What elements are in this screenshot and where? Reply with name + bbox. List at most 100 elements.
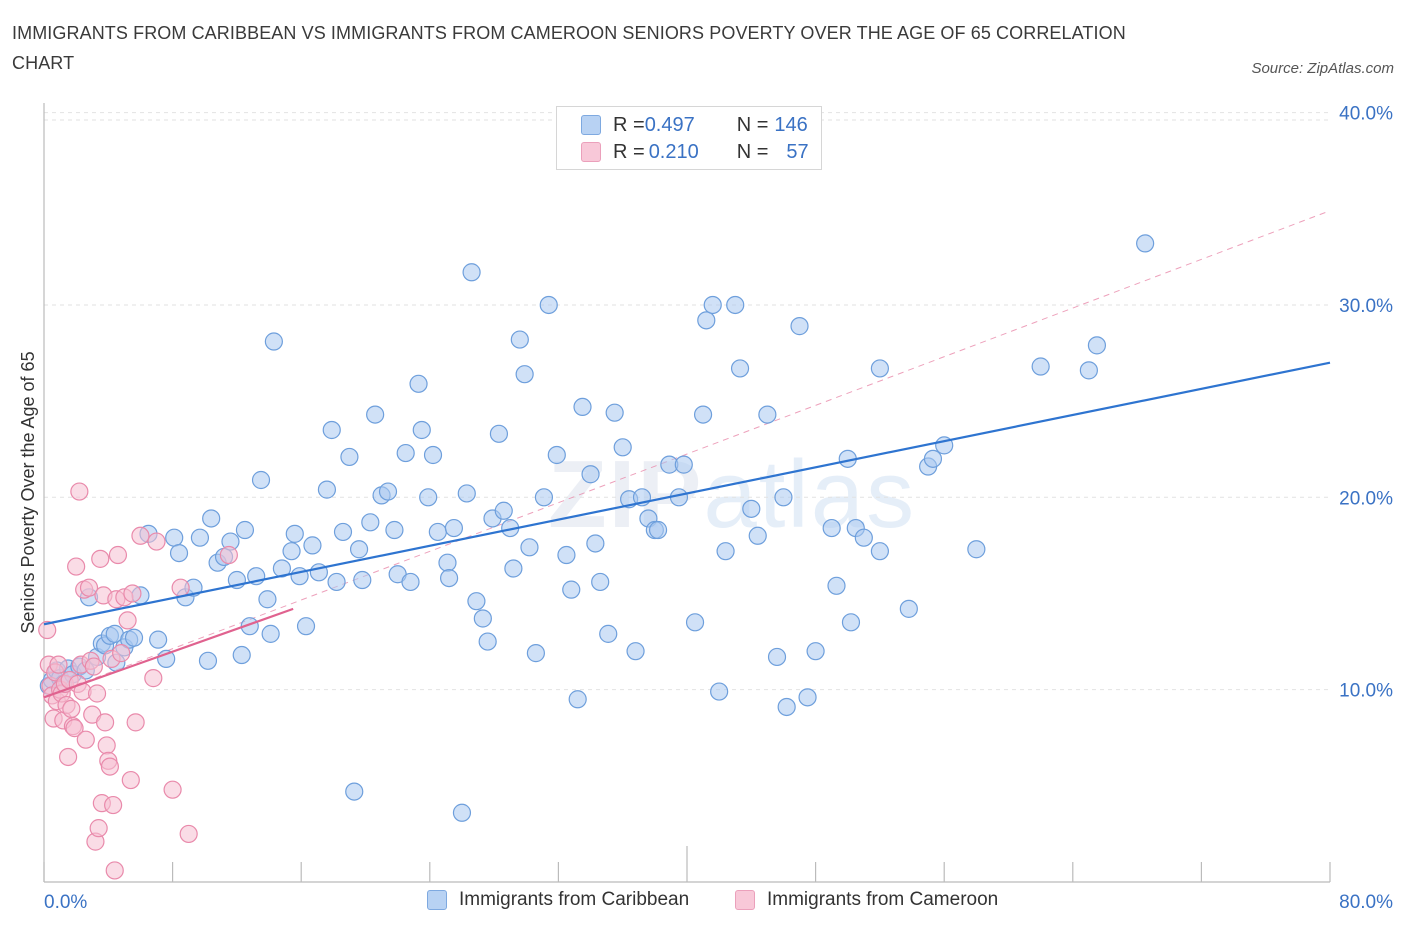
caribbean-point (562, 580, 581, 599)
source-label: Source: ZipAtlas.com (1251, 60, 1394, 77)
bottom-legend-cameroon: Immigrants from Cameroon (735, 889, 998, 911)
caribbean-point (798, 688, 817, 707)
caribbean-point (340, 447, 359, 467)
caribbean-point (296, 617, 316, 636)
caribbean-point (412, 420, 431, 440)
caribbean-point (401, 572, 420, 592)
caribbean-point (419, 488, 438, 507)
caribbean-point (439, 568, 459, 588)
cameroon-point (108, 545, 128, 565)
cameroon-point (219, 545, 238, 565)
cameroon-point (67, 557, 86, 576)
x-tick-label: 80.0% (1339, 892, 1393, 913)
caribbean-point (462, 263, 481, 282)
y-tick-label: 20.0% (1339, 488, 1393, 509)
caribbean-point (581, 465, 600, 484)
y-tick-label: 30.0% (1339, 296, 1393, 317)
legend-n-label: N = (736, 140, 769, 163)
caribbean-point (626, 642, 645, 661)
bottom-legend-swatch-pink (735, 890, 755, 910)
caribbean-point (478, 632, 497, 651)
cameroon-trend-line (43, 607, 294, 699)
caribbean-point (758, 405, 777, 424)
caribbean-point (854, 528, 873, 547)
caribbean-point (190, 528, 210, 547)
cameroon-point (84, 657, 103, 676)
caribbean-point (264, 332, 283, 351)
legend-n-value: 146 (774, 113, 808, 136)
caribbean-point (165, 528, 184, 547)
caribbean-point (361, 513, 380, 532)
caribbean-point (385, 520, 404, 540)
caribbean-point (322, 420, 341, 440)
cameroon-point (104, 795, 123, 815)
caribbean-point (870, 542, 890, 561)
caribbean-point (774, 488, 793, 507)
caribbean-point (693, 405, 713, 424)
cameroon-point (144, 669, 163, 688)
caribbean-point (438, 553, 457, 572)
cameroon-point (62, 699, 81, 718)
correlation-legend: R = 0.497 N = 146 R = 0.210 N = 57 (556, 106, 822, 170)
caribbean-point (726, 295, 745, 315)
caribbean-point (822, 518, 841, 538)
caribbean-point (605, 403, 624, 422)
caribbean-point (539, 295, 558, 315)
cameroon-trend-extension (43, 210, 1331, 698)
cameroon-point (118, 611, 137, 630)
cameroon-point (105, 861, 124, 880)
caribbean-point (457, 484, 476, 503)
legend-n-label: N = (736, 113, 769, 136)
caribbean-point (967, 540, 986, 559)
caribbean-point (366, 405, 385, 424)
caribbean-point (613, 438, 632, 457)
watermark-atlas: atlas (703, 441, 917, 548)
caribbean-point (520, 538, 539, 557)
caribbean-point (282, 542, 301, 561)
caribbean-point (748, 526, 767, 545)
caribbean-point (124, 628, 144, 647)
caribbean-point (526, 644, 545, 663)
caribbean-point (473, 609, 492, 628)
y-axis-label: Seniors Poverty Over the Age of 65 (18, 351, 38, 633)
cameroon-point (123, 584, 142, 603)
caribbean-point (568, 690, 587, 709)
caribbean-point (599, 624, 618, 643)
cameroon-point (65, 719, 84, 738)
y-tick-label: 10.0% (1339, 681, 1393, 702)
x-tick-label: 0.0% (44, 892, 87, 913)
cameroon-point (126, 713, 145, 732)
caribbean-point (349, 540, 369, 559)
caribbean-point (345, 782, 364, 801)
cameroon-point (100, 757, 120, 776)
cameroon-point (59, 747, 78, 767)
caribbean-point (261, 624, 280, 643)
caribbean-point (777, 697, 796, 717)
caribbean-point (685, 613, 705, 632)
caribbean-point (557, 545, 576, 565)
bottom-legend-label: Immigrants from Caribbean (459, 889, 690, 910)
caribbean-point (648, 520, 668, 540)
bottom-legend-swatch-blue (427, 890, 447, 910)
caribbean-point (730, 359, 750, 378)
cameroon-point (95, 713, 115, 732)
legend-swatch-blue (581, 115, 601, 135)
caribbean-point (1087, 336, 1107, 355)
legend-r-label: R = (613, 113, 645, 136)
legend-row-caribbean: R = 0.497 N = 146 (581, 113, 808, 137)
caribbean-point (674, 455, 693, 474)
caribbean-point (591, 572, 610, 592)
caribbean-point (444, 518, 464, 538)
caribbean-point (510, 330, 529, 349)
bottom-legend-caribbean: Immigrants from Caribbean (427, 889, 689, 911)
legend-r-value: 0.497 (644, 113, 695, 136)
caribbean-trend-line (43, 361, 1331, 626)
caribbean-point (409, 374, 428, 393)
y-tick-label: 40.0% (1339, 104, 1393, 125)
cameroon-point (49, 655, 68, 674)
cameroon-point (112, 644, 131, 663)
caribbean-point (317, 480, 337, 499)
cameroon-point (163, 780, 182, 799)
caribbean-point (547, 445, 566, 465)
caribbean-point (515, 365, 534, 384)
